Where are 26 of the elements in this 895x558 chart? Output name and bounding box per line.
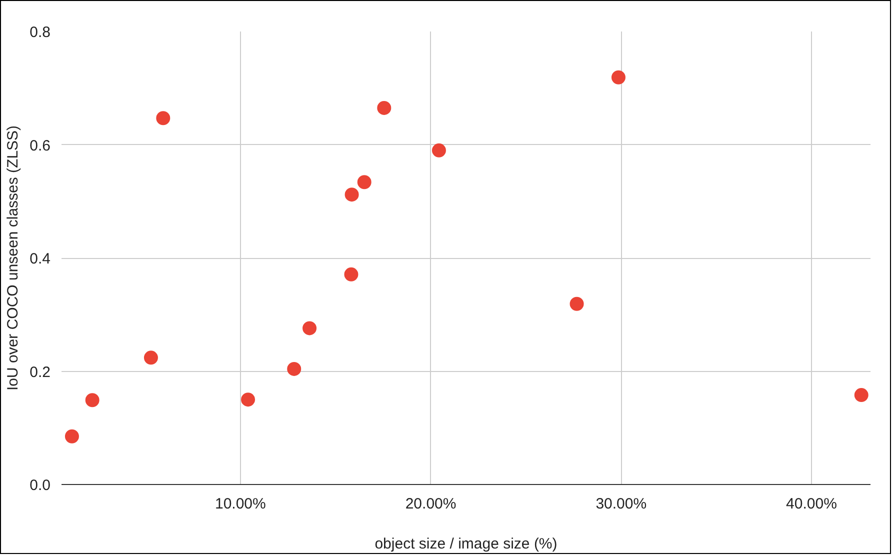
- y-tick-label: 0.4: [30, 250, 51, 268]
- point: [156, 111, 170, 126]
- point: [357, 175, 372, 190]
- point: [344, 267, 358, 282]
- point: [432, 143, 446, 158]
- x-tick-label: 30.00%: [596, 496, 647, 512]
- point: [344, 188, 359, 202]
- point: [854, 388, 868, 402]
- y-tick-label: 0.2: [30, 364, 51, 381]
- point: [64, 429, 79, 444]
- y-axis-title: IoU over COCO unseen classes (ZLSS): [4, 125, 22, 391]
- point: [570, 296, 584, 311]
- point: [85, 393, 100, 408]
- y-tick-label: 0.6: [30, 137, 51, 154]
- point: [241, 392, 256, 407]
- point: [611, 70, 626, 84]
- x-tick-label: 20.00%: [405, 496, 456, 512]
- x-tick-label: 10.00%: [214, 496, 266, 512]
- y-tick-label: 0.8: [30, 24, 51, 41]
- point: [144, 350, 158, 365]
- x-tick-label: 40.00%: [786, 496, 837, 512]
- point: [377, 100, 392, 115]
- point: [302, 321, 317, 336]
- x-axis-title: object size / image size (%): [374, 536, 558, 552]
- point: [287, 362, 302, 376]
- y-tick-label: 0.0: [30, 477, 51, 494]
